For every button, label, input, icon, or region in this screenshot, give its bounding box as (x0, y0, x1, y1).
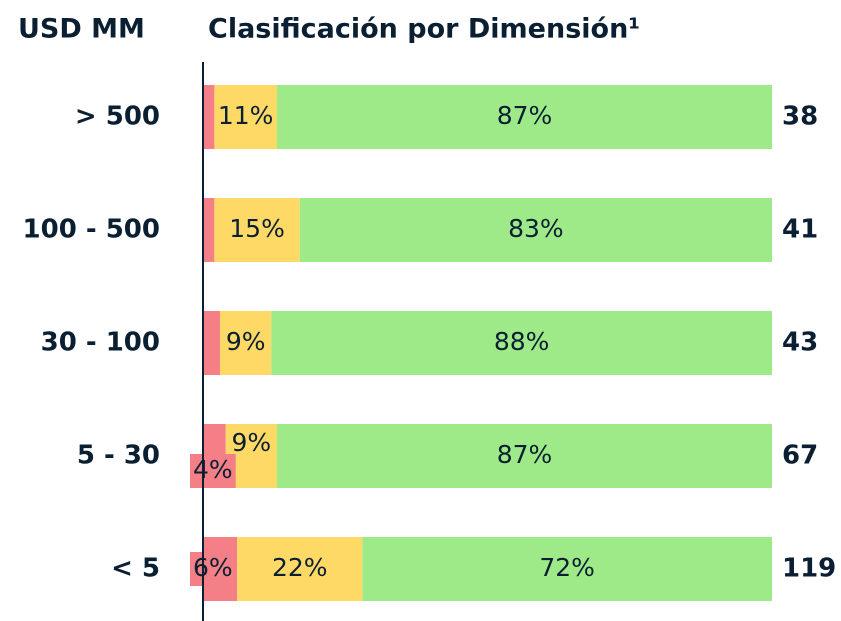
value-label: 22% (272, 553, 328, 582)
bar-segment (214, 85, 277, 149)
total-label: 43 (782, 328, 818, 358)
value-label: 87% (497, 101, 553, 130)
value-label: 88% (494, 327, 550, 356)
bar-segment (203, 311, 221, 375)
total-label: 41 (782, 215, 818, 245)
category-label: 30 - 100 (41, 328, 160, 358)
bar-segment (220, 311, 272, 375)
chart-title: Clasificación por Dimensión¹ (208, 14, 640, 45)
unit-label: USD MM (18, 14, 145, 45)
bar-segment (299, 198, 772, 262)
value-label: 6% (193, 553, 233, 582)
total-label: 119 (782, 554, 836, 584)
bar-segment (276, 424, 772, 488)
bar-segment (237, 537, 363, 601)
bar-segment (362, 537, 772, 601)
bars (203, 85, 772, 601)
total-label: 38 (782, 102, 818, 132)
value-label: 15% (229, 214, 285, 243)
bar-segment (276, 85, 772, 149)
category-label: < 5 (111, 554, 160, 584)
value-label: 4% (193, 455, 233, 484)
bar-segment (203, 85, 215, 149)
bar-segment (203, 198, 215, 262)
bar-segment (214, 198, 300, 262)
category-label: > 500 (75, 102, 160, 132)
label-background (190, 454, 236, 488)
category-label: 5 - 30 (77, 441, 160, 471)
value-label: 72% (539, 553, 595, 582)
value-label: 9% (226, 327, 266, 356)
value-label: 83% (508, 214, 564, 243)
value-label: 87% (497, 440, 553, 469)
label-background (190, 552, 236, 586)
bar-segment (271, 311, 772, 375)
total-label: 67 (782, 441, 818, 471)
value-label: 11% (218, 101, 274, 130)
labels: 11% 87%15% 83%9% 88%4%9% 87%6% 22% 72% (190, 101, 595, 586)
category-label: 100 - 500 (23, 215, 160, 245)
value-label: 9% (232, 428, 272, 457)
